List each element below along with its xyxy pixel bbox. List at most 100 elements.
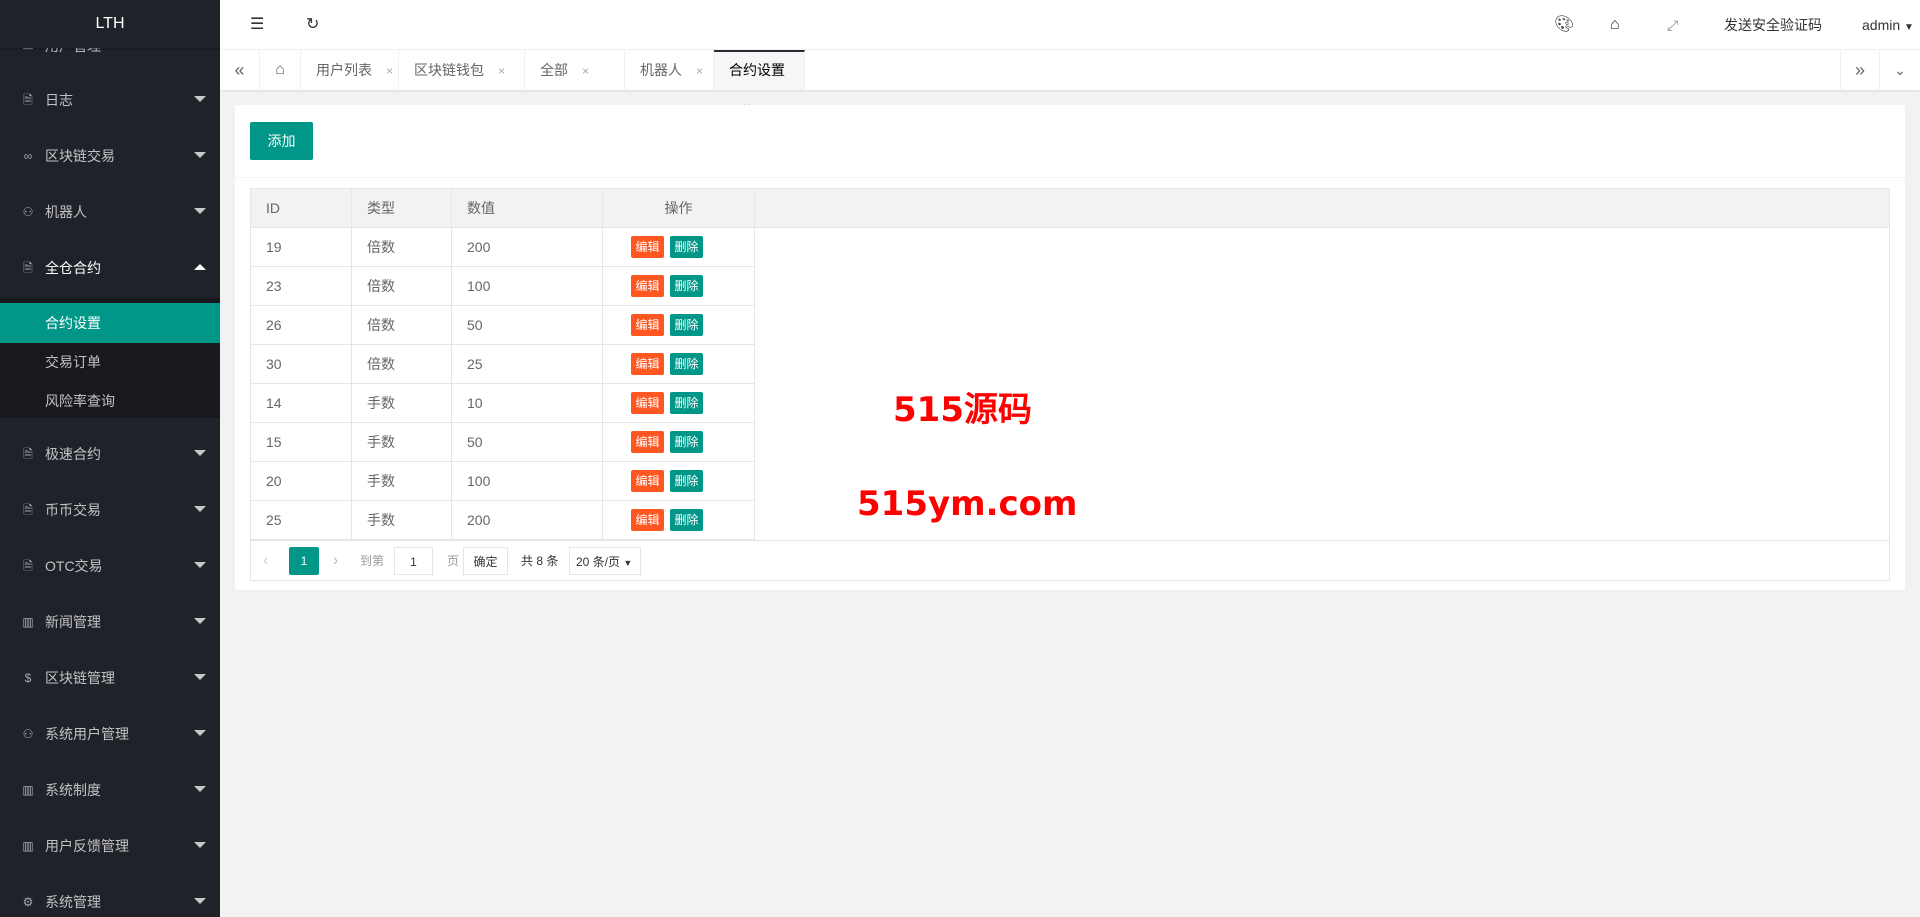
link-icon: ∞ (23, 149, 33, 163)
sidebar-item[interactable]: 🗎︎ 日志 (0, 72, 220, 128)
tabs-scroll-left-icon[interactable]: « (220, 50, 260, 90)
sidebar-item[interactable]: ▥ 新闻管理 (0, 594, 220, 650)
sidebar-item[interactable]: 🗎︎ 全仓合约 (0, 240, 220, 296)
doc-icon: 🗎︎ (23, 447, 33, 461)
delete-button[interactable]: 删除 (670, 392, 703, 414)
caret-down-icon (194, 208, 206, 214)
column-header: 操作 (603, 189, 755, 228)
table-cell: 23 (251, 267, 352, 306)
caret-down-icon (194, 152, 206, 158)
caret-down-icon (194, 786, 206, 792)
submenu-item[interactable]: 合约设置 (0, 303, 220, 343)
read-icon: ▥ (22, 615, 34, 629)
table-cell: 26 (251, 306, 352, 345)
row-actions: 编辑 删除 (603, 306, 755, 345)
tab[interactable]: 机器人 × (625, 50, 714, 90)
sidebar-item[interactable]: ⚇ 机器人 (0, 184, 220, 240)
page-size-select[interactable]: 20 条/页 ▼ (569, 547, 641, 575)
page-1-button[interactable]: 1 (289, 547, 319, 575)
table-cell: 手数 (352, 501, 452, 540)
close-icon[interactable]: × (386, 64, 394, 78)
delete-button[interactable]: 删除 (670, 431, 703, 453)
caret-down-icon (194, 730, 206, 736)
doc-icon: 🗎︎ (23, 559, 33, 573)
sidebar-item[interactable]: ▥ 系统制度 (0, 762, 220, 818)
row-actions: 编辑 删除 (603, 501, 755, 540)
watermark-url: 515ym.com (857, 484, 1078, 524)
page-input[interactable]: 1 (394, 547, 433, 575)
edit-button[interactable]: 编辑 (631, 353, 664, 375)
submenu-item[interactable]: 交易订单 (45, 354, 101, 370)
logo: LTH (0, 0, 220, 48)
data-table: ID 类型 数值 操作 19 倍数 200 编辑 删除 23 倍数 100 编辑 删除 26 倍数 50 编辑 删除… (250, 188, 1890, 581)
goto-label: 到第 (360, 554, 385, 568)
sidebar-item[interactable]: 🗎︎ 极速合约 (0, 426, 220, 482)
user-icon: ⚇ (22, 727, 34, 741)
header-filler (755, 189, 1889, 228)
doc-icon: 🗎︎ (23, 93, 33, 107)
sidebar-item[interactable]: ▥ 用户反馈管理 (0, 818, 220, 874)
sidebar-item[interactable]: 🗎︎ OTC交易 (0, 538, 220, 594)
doc-icon: 🗎︎ (23, 503, 33, 517)
tab[interactable]: 区块链钱包 × (399, 50, 525, 90)
edit-button[interactable]: 编辑 (631, 275, 664, 297)
sidebar: LTH ▭用户管理 🗎︎日志∞区块链交易⚇机器人🗎︎全仓合约🗎︎极速合约🗎︎币币… (0, 0, 220, 917)
delete-button[interactable]: 删除 (670, 236, 703, 258)
doc-icon: 🗎︎ (23, 261, 33, 275)
edit-button[interactable]: 编辑 (631, 236, 664, 258)
delete-button[interactable]: 删除 (670, 509, 703, 531)
column-header: ID (251, 189, 352, 228)
delete-button[interactable]: 删除 (670, 353, 703, 375)
watermark-text: 515源码 (893, 390, 1032, 430)
caret-down-icon (194, 898, 206, 904)
home-tab-icon[interactable]: ⌂ (260, 50, 301, 90)
tag-icon[interactable]: ⌂ (1610, 16, 1620, 33)
submenu-item[interactable]: 风险率查询 (45, 393, 115, 409)
prev-page-icon[interactable]: ‹ (263, 552, 269, 569)
edit-button[interactable]: 编辑 (631, 314, 664, 336)
sidebar-item[interactable]: 🗎︎ 币币交易 (0, 482, 220, 538)
table-cell: 50 (452, 306, 603, 345)
chevron-down-icon: ▼ (623, 558, 633, 568)
sidebar-item[interactable]: ⚇ 系统用户管理 (0, 706, 220, 762)
fullscreen-icon[interactable]: ⤢ (1667, 17, 1679, 33)
delete-button[interactable]: 删除 (670, 470, 703, 492)
palette-icon[interactable]: 🎨︎ (1554, 16, 1575, 33)
tabs-more-icon[interactable]: ⌄ (1894, 62, 1906, 78)
table-cell: 25 (452, 345, 603, 384)
table-cell: 10 (452, 384, 603, 423)
add-button[interactable]: 添加 (250, 122, 313, 160)
caret-down-icon (194, 674, 206, 680)
tab[interactable]: 合约设置× (714, 50, 805, 114)
next-page-icon[interactable]: › (333, 552, 339, 569)
tabs-scroll-right-icon[interactable]: » (1840, 50, 1880, 90)
close-icon[interactable]: × (582, 64, 590, 78)
table-cell: 50 (452, 423, 603, 462)
refresh-icon[interactable]: ↻ (306, 16, 320, 33)
caret-down-icon (194, 842, 206, 848)
table-cell: 200 (452, 501, 603, 540)
confirm-button[interactable]: 确定 (463, 547, 508, 575)
menu-collapse-icon[interactable]: ☰ (250, 16, 265, 33)
edit-button[interactable]: 编辑 (631, 431, 664, 453)
row-actions: 编辑 删除 (603, 423, 755, 462)
table-cell: 15 (251, 423, 352, 462)
row-actions: 编辑 删除 (603, 267, 755, 306)
close-icon[interactable]: × (696, 64, 704, 78)
send-code-link[interactable]: 发送安全验证码 (1724, 17, 1822, 33)
user-menu[interactable]: admin ▼ (1862, 17, 1914, 33)
sidebar-item[interactable]: ∞ 区块链交易 (0, 128, 220, 184)
table-cell: 倍数 (352, 228, 452, 267)
tab[interactable]: 全部 × (525, 50, 625, 90)
edit-button[interactable]: 编辑 (631, 509, 664, 531)
sidebar-item[interactable]: $ 区块链管理 (0, 650, 220, 706)
sidebar-item[interactable]: ⚙ 系统管理 (0, 874, 220, 917)
table-cell: 14 (251, 384, 352, 423)
delete-button[interactable]: 删除 (670, 275, 703, 297)
table-cell: 手数 (352, 423, 452, 462)
edit-button[interactable]: 编辑 (631, 392, 664, 414)
tab[interactable]: 用户列表 × (301, 50, 399, 90)
delete-button[interactable]: 删除 (670, 314, 703, 336)
close-icon[interactable]: × (498, 64, 506, 78)
edit-button[interactable]: 编辑 (631, 470, 664, 492)
